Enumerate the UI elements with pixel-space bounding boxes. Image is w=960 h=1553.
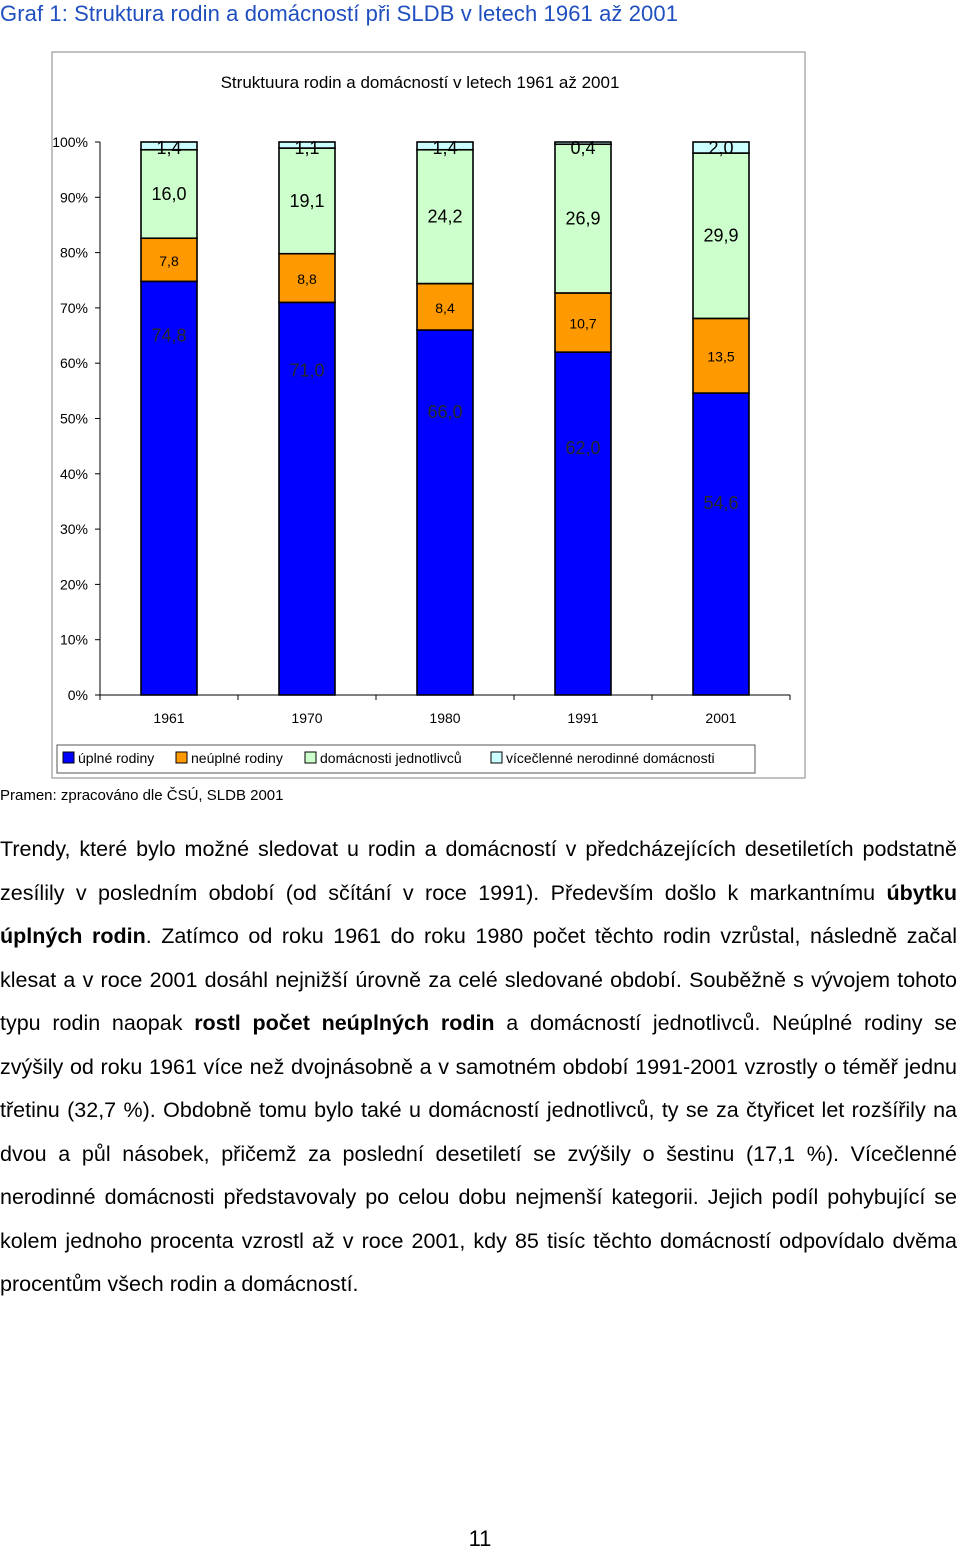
legend-swatch: [304, 751, 317, 764]
legend-label: úplné rodiny: [78, 750, 154, 766]
body-paragraph: Trendy, které bylo možné sledovat u rodi…: [0, 828, 957, 1307]
bold-phrase-decline-full-families: úbytku úplných rodin: [0, 880, 957, 949]
chart-title: Struktuura rodin a domácností v letech 1…: [221, 73, 620, 92]
bar-segment: [554, 351, 612, 696]
y-tick-label: 90%: [60, 189, 88, 205]
legend-box: [56, 744, 756, 774]
y-tick-label: 20%: [60, 576, 88, 592]
paragraph-text: . Zatímco od roku 1961 do roku 1980 poče…: [0, 924, 957, 1035]
bar-segment: [278, 301, 336, 696]
data-label: 19,1: [289, 191, 324, 211]
bar-segment: [554, 143, 612, 294]
data-label: 16,0: [151, 184, 186, 204]
x-tick-label: 1961: [153, 710, 184, 726]
bar-segment: [140, 141, 198, 151]
data-label: 1,4: [432, 138, 457, 158]
y-tick-label: 40%: [60, 466, 88, 482]
bar-segment: [140, 237, 198, 283]
data-label: 1,1: [294, 138, 319, 158]
data-label: 13,5: [707, 349, 734, 365]
data-label: 54,6: [703, 493, 738, 513]
bar-segment: [140, 148, 198, 240]
bar-segment: [554, 292, 612, 353]
y-tick-label: 0%: [68, 687, 88, 703]
data-label: 74,8: [151, 325, 186, 345]
bar-segment: [278, 147, 336, 255]
x-tick-label: 2001: [705, 710, 736, 726]
y-tick-label: 60%: [60, 355, 88, 371]
bar-segment: [278, 141, 336, 149]
y-tick-label: 50%: [60, 411, 88, 427]
bar-segment: [140, 280, 198, 696]
legend-label: vícečlenné nerodinné domácnosti: [506, 750, 715, 766]
data-label: 8,8: [297, 271, 317, 287]
legend-label: neúplné rodiny: [191, 750, 283, 766]
data-label: 7,8: [159, 253, 179, 269]
legend-label: domácnosti jednotlivců: [320, 750, 462, 766]
data-label: 29,9: [703, 226, 738, 246]
bar-segment: [554, 141, 612, 146]
y-tick-label: 80%: [60, 245, 88, 261]
bold-phrase-growth-single-parent: rostl počet neúplných rodin: [194, 1011, 495, 1035]
legend-swatch: [62, 751, 75, 764]
y-axis: 0% 10% 20% 30% 40% 50% 60% 70% 80% 90% 100%: [52, 134, 101, 703]
y-tick-label: 10%: [60, 632, 88, 648]
data-label: 10,7: [569, 316, 596, 332]
paragraph-text: a domácností jednotlivců. Neúplné rodiny…: [0, 1011, 957, 1296]
x-axis: 1961 1970 1980 1991 2001: [99, 694, 791, 726]
data-label: 24,2: [427, 207, 462, 227]
data-label: 1,4: [156, 138, 181, 158]
data-label: 26,9: [565, 209, 600, 229]
legend-swatch: [490, 751, 503, 764]
y-tick-label: 30%: [60, 521, 88, 537]
bar-segment: [416, 329, 474, 696]
bar-segment: [416, 148, 474, 285]
paragraph-text: Trendy, které bylo možné sledovat u rodi…: [0, 837, 957, 905]
data-label: 2,0: [708, 138, 733, 158]
legend-swatch: [175, 751, 188, 764]
x-tick-label: 1991: [567, 710, 598, 726]
page-number: 11: [468, 1526, 492, 1551]
figure-caption: Graf 1: Struktura rodin a domácností při…: [0, 1, 679, 26]
bar-segment: [692, 392, 750, 696]
x-tick-label: 1980: [429, 710, 460, 726]
chart-canvas: Struktuura rodin a domácností v letech 1…: [51, 51, 806, 779]
stacked-bar-chart: Struktuura rodin a domácností v letech 1…: [51, 51, 806, 779]
bar-segment: [692, 141, 750, 154]
bar-segment: [416, 282, 474, 331]
data-label: 71,0: [289, 360, 324, 380]
legend: úplné rodiny neúplné rodiny domácnosti jed…: [56, 744, 756, 774]
bar-segment: [278, 252, 336, 304]
bar-segment: [692, 317, 750, 394]
data-label: 66,0: [427, 402, 462, 422]
bar-segment: [692, 152, 750, 320]
bars: 74,8 7,8 16,0 1,4 71,0 8,8 19,1 1,1 66,0 8,4 24,2 1…: [140, 138, 750, 696]
data-label: 0,4: [570, 138, 595, 158]
x-tick-label: 1970: [291, 710, 322, 726]
data-label: 8,4: [435, 300, 455, 316]
bar-segment: [416, 141, 474, 151]
source-note: Pramen: zpracováno dle ČSÚ, SLDB 2001: [0, 787, 284, 804]
y-tick-label: 70%: [60, 300, 88, 316]
data-label: 62,0: [565, 438, 600, 458]
y-tick-label: 100%: [52, 134, 88, 150]
